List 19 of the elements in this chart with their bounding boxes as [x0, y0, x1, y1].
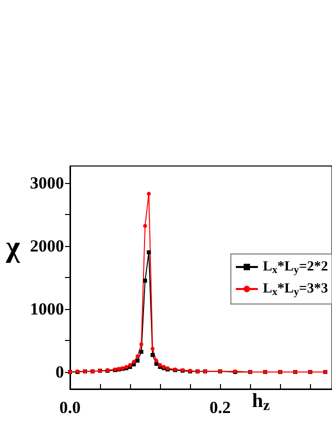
point	[146, 192, 151, 196]
point	[143, 224, 148, 228]
point	[146, 250, 151, 254]
point	[136, 354, 140, 358]
y-tick-label: 3000	[30, 174, 64, 193]
point	[150, 352, 155, 357]
y-tick-label: 2000	[30, 236, 64, 256]
point	[136, 358, 140, 363]
point	[150, 346, 155, 351]
y-tick-label: 0	[56, 362, 64, 382]
point	[154, 358, 158, 363]
y-axis-title: χ	[5, 230, 21, 264]
x-tick-label: 0.0	[59, 398, 81, 417]
y-tick-label: 1000	[30, 299, 64, 318]
point	[139, 350, 144, 354]
point	[139, 342, 144, 346]
point	[143, 278, 148, 283]
point	[132, 360, 136, 364]
x-tick-label: 0.2	[210, 398, 231, 417]
